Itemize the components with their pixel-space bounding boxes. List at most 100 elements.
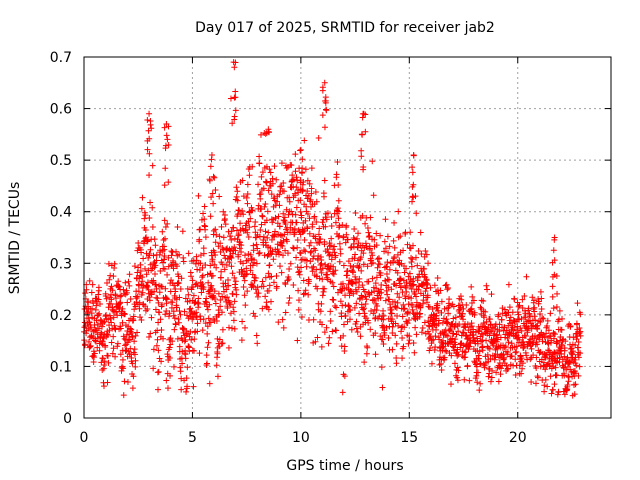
data-point bbox=[352, 209, 359, 216]
data-point bbox=[492, 325, 499, 332]
data-point bbox=[241, 252, 248, 259]
data-point bbox=[317, 235, 324, 242]
data-point bbox=[393, 304, 400, 311]
data-point bbox=[306, 242, 313, 249]
data-point bbox=[153, 257, 160, 264]
data-point bbox=[376, 255, 383, 262]
data-point bbox=[211, 261, 218, 268]
data-point bbox=[273, 176, 280, 183]
data-point bbox=[463, 302, 470, 309]
data-point bbox=[130, 313, 137, 320]
data-point bbox=[173, 248, 180, 255]
data-point bbox=[255, 181, 262, 188]
data-point bbox=[499, 305, 506, 312]
data-point bbox=[238, 249, 245, 256]
data-point bbox=[199, 274, 206, 281]
data-point bbox=[493, 369, 500, 376]
data-point bbox=[327, 242, 334, 249]
data-point bbox=[311, 213, 318, 220]
data-point bbox=[552, 364, 559, 371]
data-point bbox=[307, 196, 314, 203]
data-point bbox=[444, 286, 451, 293]
data-point bbox=[575, 372, 582, 379]
data-point bbox=[389, 346, 396, 353]
data-point bbox=[405, 340, 412, 347]
data-point bbox=[100, 383, 107, 390]
data-point bbox=[89, 305, 96, 312]
data-point bbox=[212, 186, 219, 193]
data-point bbox=[213, 264, 220, 271]
data-point bbox=[423, 285, 430, 292]
data-point bbox=[362, 128, 369, 135]
data-point bbox=[166, 344, 173, 351]
data-point bbox=[139, 278, 146, 285]
data-point bbox=[558, 326, 565, 333]
data-point bbox=[181, 338, 188, 345]
data-point bbox=[383, 287, 390, 294]
data-point bbox=[204, 306, 211, 313]
data-point bbox=[240, 283, 247, 290]
data-point bbox=[195, 304, 202, 311]
data-point bbox=[369, 158, 376, 165]
data-point bbox=[91, 350, 98, 357]
data-point bbox=[131, 306, 138, 313]
data-point bbox=[409, 256, 416, 263]
data-point bbox=[533, 365, 540, 372]
data-point bbox=[321, 177, 328, 184]
data-point bbox=[551, 381, 558, 388]
data-point bbox=[93, 302, 100, 309]
data-point bbox=[260, 283, 267, 290]
data-point bbox=[120, 365, 127, 372]
data-point bbox=[551, 271, 558, 278]
data-point bbox=[308, 248, 315, 255]
data-point bbox=[298, 314, 305, 321]
data-point bbox=[330, 271, 337, 278]
data-point bbox=[443, 348, 450, 355]
data-point bbox=[174, 280, 181, 287]
data-point bbox=[104, 331, 111, 338]
data-point bbox=[562, 338, 569, 345]
data-point bbox=[211, 174, 218, 181]
data-point bbox=[361, 305, 368, 312]
data-point bbox=[262, 130, 269, 137]
data-point bbox=[318, 269, 325, 276]
data-point bbox=[553, 304, 560, 311]
data-point bbox=[230, 59, 237, 66]
data-point bbox=[197, 226, 204, 233]
data-point bbox=[554, 391, 561, 398]
data-point bbox=[518, 370, 525, 377]
data-point bbox=[265, 229, 272, 236]
data-point bbox=[160, 236, 167, 243]
data-point bbox=[485, 373, 492, 380]
data-point bbox=[232, 107, 239, 114]
data-point bbox=[516, 362, 523, 369]
data-point bbox=[219, 309, 226, 316]
data-point bbox=[342, 239, 349, 246]
data-point bbox=[297, 146, 304, 153]
data-point bbox=[158, 283, 165, 290]
data-point bbox=[265, 187, 272, 194]
data-point bbox=[398, 328, 405, 335]
data-point bbox=[505, 281, 512, 288]
data-point bbox=[96, 347, 103, 354]
data-point bbox=[172, 288, 179, 295]
data-point bbox=[340, 262, 347, 269]
data-point bbox=[206, 177, 213, 184]
data-point bbox=[371, 297, 378, 304]
data-point bbox=[332, 267, 339, 274]
data-point bbox=[452, 314, 459, 321]
data-point bbox=[508, 340, 515, 347]
data-point bbox=[144, 238, 151, 245]
data-point bbox=[165, 141, 172, 148]
data-point bbox=[538, 295, 545, 302]
data-point bbox=[264, 208, 271, 215]
data-point bbox=[513, 343, 520, 350]
data-point bbox=[528, 379, 535, 386]
data-point bbox=[443, 281, 450, 288]
data-point bbox=[219, 326, 226, 333]
data-point bbox=[325, 340, 332, 347]
data-point bbox=[225, 282, 232, 289]
data-point bbox=[278, 269, 285, 276]
data-point bbox=[487, 328, 494, 335]
data-point bbox=[146, 297, 153, 304]
